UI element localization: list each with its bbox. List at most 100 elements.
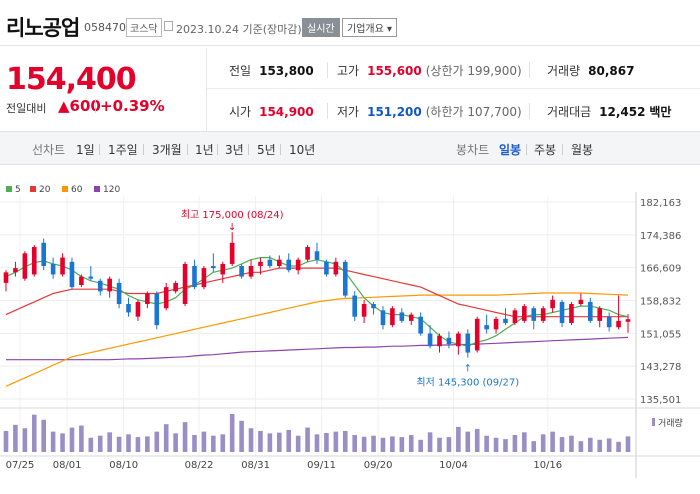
candle-body	[484, 325, 489, 330]
volume-bar	[248, 428, 254, 452]
tab-period-1y[interactable]: 1년	[195, 143, 214, 157]
volume-bar	[352, 435, 357, 452]
tab-period-5y[interactable]: 5년	[257, 143, 276, 157]
x-tick-label: 08/01	[53, 460, 82, 471]
candle-body	[380, 310, 386, 326]
volume-bar	[540, 434, 546, 452]
candle-body	[531, 308, 537, 321]
high-arrow: ↓	[228, 222, 236, 233]
candle-body	[399, 312, 405, 321]
volume-bar	[201, 431, 207, 452]
volume-bar	[512, 435, 518, 452]
divider	[327, 62, 328, 78]
candle-body	[324, 261, 329, 275]
divider	[248, 144, 249, 155]
stat-value: 153,800	[259, 64, 314, 78]
candle-body	[31, 247, 37, 275]
volume-bar	[550, 431, 555, 452]
y-tick-label: 174,386	[640, 231, 681, 242]
y-tick-label: 182,163	[640, 198, 681, 209]
volume-bar	[192, 435, 197, 452]
market-badge: 코스닥	[126, 18, 162, 37]
x-tick-label: 09/11	[307, 460, 336, 471]
legend-swatch	[94, 186, 100, 192]
volume-bar	[267, 433, 273, 452]
tab-period-3y[interactable]: 3년	[225, 143, 244, 157]
candle-body	[107, 278, 112, 292]
company-overview-button[interactable]: 기업개요 ▾	[342, 18, 397, 37]
candle-body	[97, 280, 103, 292]
stat-value: 12,452	[599, 105, 646, 119]
candle-body	[550, 299, 555, 309]
legend-label: 60	[71, 185, 83, 195]
stat-prev-close: 전일 153,800	[229, 62, 314, 79]
stock-header: 리노공업 058470 코스닥 2023.10.24 기준(장마감) 실시간 기…	[0, 0, 700, 46]
candle-body	[314, 251, 320, 260]
candle-body	[13, 268, 18, 273]
candle-body	[22, 253, 28, 279]
volume-bar	[182, 422, 188, 452]
stock-code: 058470	[84, 21, 126, 34]
divider	[526, 144, 527, 155]
stat-label: 거래대금	[547, 105, 592, 119]
prev-day-label: 전일대비	[6, 102, 47, 115]
candle-body	[50, 263, 56, 275]
volume-bar	[625, 436, 631, 452]
volume-bar	[220, 434, 226, 452]
x-tick-label: 10/16	[533, 460, 562, 471]
candle-body	[456, 333, 461, 347]
volume-bar	[211, 435, 216, 452]
volume-bar	[559, 437, 565, 452]
volume-bar	[588, 437, 593, 452]
tab-monthly-candle[interactable]: 월봉	[571, 143, 594, 157]
legend-label: 5	[15, 185, 21, 195]
divider	[529, 62, 530, 78]
divider	[95, 99, 96, 113]
divider	[143, 144, 144, 155]
volume-bar	[408, 435, 414, 452]
x-tick-label: 08/10	[109, 460, 138, 471]
volume-bar	[69, 427, 75, 452]
stock-name: 리노공업	[6, 16, 80, 40]
stat-amount: 거래대금 12,452 백만	[547, 103, 671, 120]
candle-body	[173, 282, 178, 292]
tab-period-3m[interactable]: 3개월	[152, 143, 182, 157]
tab-period-10y[interactable]: 10년	[289, 143, 316, 157]
tab-daily-candle[interactable]: 일봉	[499, 143, 522, 157]
candle-body	[569, 304, 574, 324]
candle-body	[201, 268, 207, 288]
tab-period-1w[interactable]: 1주일	[108, 143, 138, 157]
candle-body	[135, 301, 141, 317]
stat-unit: 백만	[649, 105, 672, 119]
volume-bar	[324, 433, 329, 452]
volume-bar	[22, 428, 28, 452]
divider	[187, 144, 188, 155]
candle-body	[625, 319, 631, 322]
candle-body	[182, 263, 188, 305]
realtime-button[interactable]: 실시간	[302, 18, 340, 37]
candle-body	[418, 316, 423, 334]
legend-label: 20	[39, 185, 51, 195]
y-tick-label: 143,278	[640, 362, 681, 373]
ma60-line	[5, 292, 629, 387]
volume-bar	[13, 424, 18, 452]
tab-weekly-candle[interactable]: 주봉	[534, 143, 557, 157]
volume-bar	[503, 439, 508, 452]
candle-body	[248, 266, 254, 277]
candle-body	[588, 301, 593, 321]
tab-period-1d[interactable]: 1일	[76, 143, 95, 157]
volume-bar	[107, 432, 112, 452]
price-summary: 154,400 전일대비 ▲600 +0.39%	[0, 48, 206, 130]
x-tick-label: 07/25	[6, 460, 35, 471]
volume-bar	[277, 432, 282, 452]
x-tick-label: 10/04	[439, 460, 468, 471]
volume-bar	[333, 431, 339, 452]
divider	[99, 144, 100, 155]
candlestick-chart[interactable]: 5 20 60 120 182,163 174,386 166,609 158,832 151,…	[0, 166, 700, 490]
candle-body	[540, 308, 546, 321]
volume-bar	[126, 434, 131, 452]
stat-open: 시가 154,900	[229, 103, 314, 120]
stat-label: 전일	[229, 64, 252, 78]
volume-bar	[31, 414, 37, 452]
legend-label: 120	[103, 185, 120, 195]
